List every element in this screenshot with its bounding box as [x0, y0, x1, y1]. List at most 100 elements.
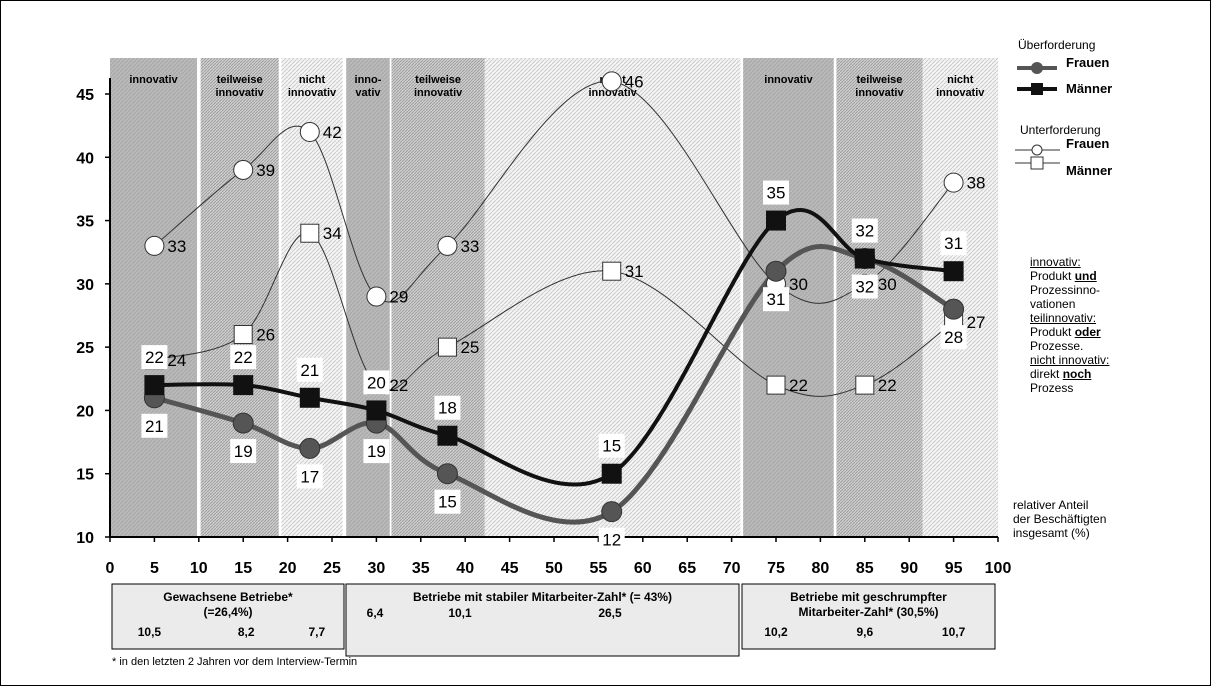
band-7: [836, 58, 923, 537]
marker-unter-frauen-4: [437, 235, 458, 256]
legend-label-unter-frauen: Frauen: [1066, 136, 1109, 151]
marker-ueber-frauen-4: [436, 463, 458, 485]
x-tick-label-100: 100: [985, 560, 1012, 577]
data-label-34: 32: [855, 278, 874, 297]
def-teilinnovativ-text-2: Prozesse.: [1030, 339, 1084, 353]
marker-ueber-maenner-2: [299, 387, 320, 408]
data-label-bg-22: [434, 395, 461, 420]
data-label-bg-34: [851, 274, 878, 299]
data-label-22: 18: [438, 399, 457, 418]
data-label-bg-32: [598, 527, 625, 552]
line-unter-frauen: [154, 80, 954, 304]
x-tick-label-25: 25: [323, 560, 341, 577]
marker-unter-frauen-0: [144, 235, 165, 256]
band-label-2-0: nicht: [299, 74, 326, 86]
marker-ueber-frauen-2: [299, 437, 321, 459]
data-label-bg-24: [763, 180, 789, 205]
data-label-7: 30: [878, 275, 897, 294]
band-label-6-0: innovativ: [764, 74, 813, 86]
marker-ueber-maenner-3: [366, 400, 387, 421]
marker-unter-frauen-2: [299, 121, 320, 142]
marker-ueber-maenner-6: [766, 210, 786, 231]
data-label-33: 31: [767, 290, 786, 309]
data-label-4: 33: [460, 237, 479, 256]
x-tick-label-75: 75: [767, 560, 785, 577]
y-tick-label-45: 45: [76, 87, 94, 104]
y-tick-label-35: 35: [76, 214, 94, 231]
def-teilinnovativ-text-1: Produkt: [1030, 325, 1075, 339]
data-label-bg-29: [296, 464, 323, 489]
marker-ueber-maenner-5: [601, 463, 622, 484]
group-box-1: [345, 583, 740, 657]
band-4: [391, 58, 485, 537]
def-innovativ-title: innovativ:: [1030, 255, 1081, 269]
data-label-31: 15: [438, 493, 457, 512]
data-label-bg-20: [296, 357, 323, 382]
group-title-0-0: Gewachsene Betriebe*: [163, 590, 293, 604]
axis-note-line-3: insgesamt (%): [1013, 526, 1090, 540]
marker-ueber-frauen-5: [601, 501, 623, 523]
marker-ueber-maenner-7: [854, 248, 875, 269]
y-tick-label-15: 15: [76, 467, 94, 484]
data-label-28: 19: [234, 442, 253, 461]
group-value-0-0: 10,5: [138, 625, 162, 639]
data-label-bg-19: [230, 345, 257, 370]
x-tick-label-50: 50: [545, 560, 563, 577]
data-label-1: 39: [256, 161, 275, 180]
data-label-bg-35: [940, 325, 967, 350]
x-tick-label-10: 10: [190, 560, 208, 577]
group-value-1-1: 10,1: [448, 606, 472, 620]
data-label-32: 12: [602, 531, 621, 550]
data-label-bg-23: [598, 433, 625, 458]
data-label-18: 22: [145, 348, 164, 367]
x-tick-label-55: 55: [590, 560, 608, 577]
y-tick-label-40: 40: [76, 150, 94, 167]
legend-marker-unter-frauen: [1031, 144, 1043, 156]
band-label-1-1: innovativ: [215, 87, 264, 99]
data-label-bg-25: [851, 218, 878, 243]
data-label-35: 28: [944, 328, 963, 347]
data-label-0: 33: [167, 237, 186, 256]
group-title-2-1: Mitarbeiter-Zahl* (30,5%): [798, 605, 938, 619]
def-teilinnovativ-title: teilinnovativ:: [1030, 311, 1097, 325]
def-nichtinnovativ-text-2: Prozess: [1030, 381, 1074, 395]
band-label-5-1: innovativ: [588, 87, 637, 99]
marker-ueber-maenner-4: [437, 425, 458, 446]
marker-ueber-frauen-1: [232, 412, 254, 434]
x-tick-label-5: 5: [150, 560, 159, 577]
group-box-2: [741, 583, 996, 650]
data-label-11: 34: [323, 224, 342, 243]
x-tick-label-45: 45: [501, 560, 519, 577]
axis-note-line-1: relativer Anteil: [1013, 498, 1089, 512]
data-label-23: 15: [602, 437, 621, 456]
line-ueber-maenner: [154, 207, 954, 487]
y-tick-label-30: 30: [76, 277, 94, 294]
y-tick-label-25: 25: [76, 340, 94, 357]
def-nichtinnovativ-title: nicht innovativ:: [1030, 353, 1110, 367]
legend-marker-unter-maenner: [1030, 156, 1044, 170]
band-label-4-0: teilweise: [415, 74, 461, 86]
marker-unter-frauen-5: [601, 71, 622, 92]
data-label-16: 22: [878, 376, 897, 395]
data-label-bg-30: [363, 439, 390, 464]
band-label-4-1: innovativ: [414, 87, 463, 99]
marker-ueber-maenner-1: [233, 375, 254, 396]
data-label-bg-27: [141, 413, 168, 438]
legend: ÜberforderungFrauenMännerUnterforderungF…: [1015, 38, 1112, 178]
data-label-27: 21: [145, 417, 164, 436]
group-boxes: Gewachsene Betriebe*(=26,4%) 10,5 8,2 7,7 Be…: [111, 583, 996, 657]
data-label-15: 22: [789, 376, 808, 395]
data-label-3: 29: [389, 288, 408, 307]
marker-ueber-maenner-8: [943, 261, 964, 282]
data-labels: 33 39 42 29 33 46 30 30 38 24 26 34 22 25 31 22 22 27 22 22…: [141, 72, 986, 552]
marker-unter-frauen-3: [366, 286, 387, 307]
axes: 0 5 10 15 20 25 30 35 40 45 50 55 60 65 70 75 80 85 90 95 10…: [76, 78, 1011, 577]
data-label-8: 38: [967, 174, 986, 193]
marker-ueber-maenner-0: [144, 375, 165, 396]
group-value-2-0: 10,2: [764, 625, 788, 639]
def-innovativ-text-1: Produkt: [1030, 269, 1075, 283]
marker-unter-maenner-5: [602, 261, 622, 281]
band-label-3-0: inno-: [355, 74, 382, 86]
data-label-17: 27: [967, 313, 986, 332]
